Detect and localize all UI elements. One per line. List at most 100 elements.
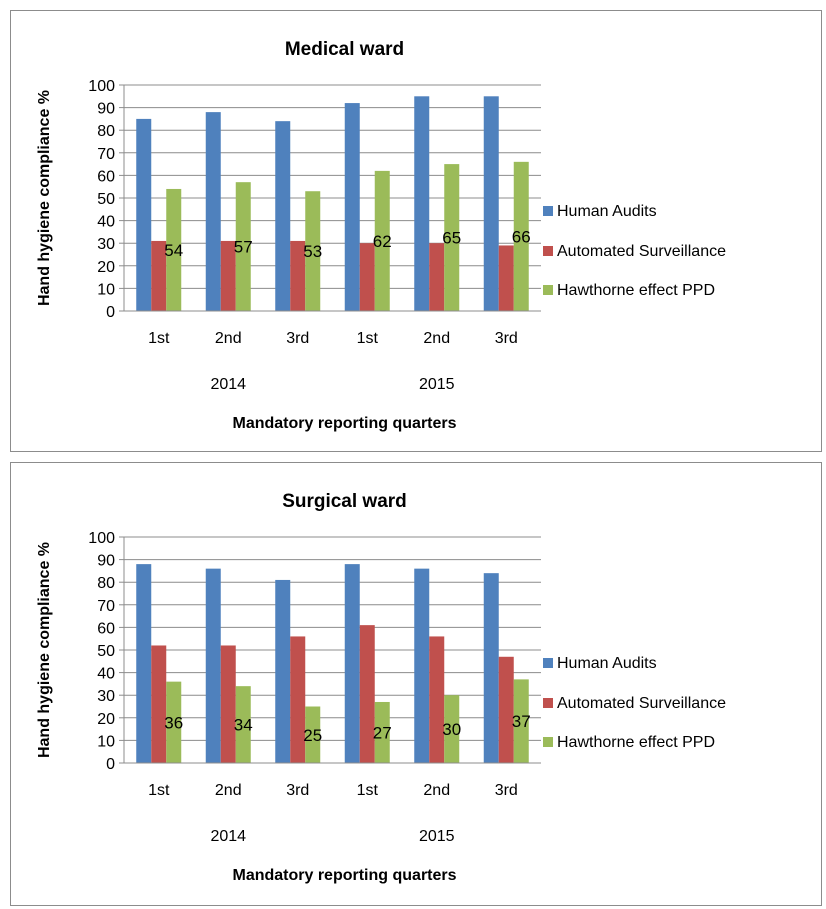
data-label: 37 <box>512 712 531 731</box>
bar-hawthorne-effect-ppd <box>166 188 182 311</box>
data-label: 53 <box>303 242 322 261</box>
chart-title: Surgical ward <box>282 491 407 512</box>
bar-human-audits <box>414 96 430 311</box>
bar-human-audits <box>205 112 221 312</box>
x-category-label: 2nd <box>215 330 242 347</box>
bar-automated-surveillance <box>429 243 445 311</box>
bar-automated-surveillance <box>498 656 514 763</box>
legend-label: Hawthorne effect PPD <box>557 282 715 299</box>
bar-human-audits <box>483 96 499 311</box>
data-label: 36 <box>164 713 183 732</box>
bar-human-audits <box>136 564 152 763</box>
data-label: 34 <box>234 716 253 735</box>
data-label: 66 <box>512 227 531 246</box>
bar-hawthorne-effect-ppd <box>444 695 460 763</box>
y-tick-label: 100 <box>88 78 115 95</box>
bar-human-audits <box>205 568 221 763</box>
bar-human-audits <box>414 568 430 763</box>
bar-hawthorne-effect-ppd <box>235 686 251 763</box>
bar-automated-surveillance <box>429 636 445 763</box>
y-tick-label: 60 <box>97 168 115 185</box>
bar-hawthorne-effect-ppd <box>305 706 321 763</box>
y-tick-label: 80 <box>97 575 115 592</box>
y-tick-label: 20 <box>97 711 115 728</box>
x-category-label: 2nd <box>423 330 450 347</box>
y-axis-title: Hand hygiene compliance % <box>36 542 53 758</box>
bar-human-audits <box>344 103 360 311</box>
x-axis-title: Mandatory reporting quarters <box>232 415 456 432</box>
y-tick-label: 90 <box>97 553 115 570</box>
data-label: 25 <box>303 726 322 745</box>
bar-hawthorne-effect-ppd <box>513 679 529 763</box>
bar-automated-surveillance <box>359 243 375 311</box>
bar-hawthorne-effect-ppd <box>513 161 529 311</box>
surgical-ward-chart: Surgical ward 0 10 20 30 40 50 60 70 80 90 100 36 34 2… <box>36 491 726 884</box>
x-category-label: 1st <box>357 330 379 347</box>
y-tick-label: 50 <box>97 643 115 660</box>
data-label: 57 <box>234 238 253 257</box>
y-tick-label: 100 <box>88 530 115 547</box>
bar-hawthorne-effect-ppd <box>166 681 182 763</box>
legend-swatch <box>543 285 553 295</box>
bar-automated-surveillance <box>498 245 514 311</box>
y-tick-label: 10 <box>97 733 115 750</box>
bar-hawthorne-effect-ppd <box>305 191 321 311</box>
y-tick-label: 70 <box>97 146 115 163</box>
legend-label: Automated Surveillance <box>557 695 726 712</box>
legend-swatch <box>543 737 553 747</box>
legend-label: Hawthorne effect PPD <box>557 734 715 751</box>
medical-ward-chart: Medical ward 0 10 20 30 40 50 60 70 80 90 100 54 57 53… <box>36 39 726 432</box>
x-group-label: 2015 <box>419 376 455 393</box>
bar-automated-surveillance <box>151 240 167 311</box>
y-tick-label: 40 <box>97 214 115 231</box>
bar-automated-surveillance <box>220 645 236 763</box>
y-tick-label: 90 <box>97 101 115 118</box>
x-category-label: 1st <box>357 782 379 799</box>
bar-hawthorne-effect-ppd <box>444 164 460 311</box>
data-label: 30 <box>442 720 461 739</box>
y-tick-label: 0 <box>106 304 115 321</box>
legend-label: Human Audits <box>557 203 657 220</box>
legend-swatch <box>543 658 553 668</box>
bar-automated-surveillance <box>290 636 306 763</box>
y-tick-label: 20 <box>97 259 115 276</box>
x-category-label: 1st <box>148 330 170 347</box>
bar-automated-surveillance <box>151 645 167 763</box>
x-category-label: 1st <box>148 782 170 799</box>
data-label: 54 <box>164 241 183 260</box>
surgical-ward-chart-panel: Surgical ward 0 10 20 30 40 50 60 70 80 90 100 36 34 2… <box>10 462 822 906</box>
legend-swatch <box>543 698 553 708</box>
bar-human-audits <box>344 564 360 763</box>
y-tick-label: 30 <box>97 236 115 253</box>
legend-label: Human Audits <box>557 655 657 672</box>
bar-human-audits <box>483 573 499 763</box>
legend-swatch <box>543 246 553 256</box>
bar-automated-surveillance <box>290 240 306 311</box>
chart-title: Medical ward <box>285 39 404 60</box>
bar-human-audits <box>275 121 291 311</box>
medical-ward-chart-panel: Medical ward 0 10 20 30 40 50 60 70 80 90 100 54 57 53… <box>10 10 822 452</box>
x-category-label: 2nd <box>215 782 242 799</box>
y-tick-label: 80 <box>97 123 115 140</box>
legend-swatch <box>543 206 553 216</box>
bar-hawthorne-effect-ppd <box>374 701 390 763</box>
bar-hawthorne-effect-ppd <box>235 182 251 311</box>
bar-automated-surveillance <box>220 240 236 311</box>
bar-automated-surveillance <box>359 625 375 763</box>
bar-human-audits <box>136 118 152 312</box>
x-axis-title: Mandatory reporting quarters <box>232 867 456 884</box>
y-tick-label: 0 <box>106 756 115 773</box>
legend-label: Automated Surveillance <box>557 243 726 260</box>
y-tick-label: 50 <box>97 191 115 208</box>
x-group-label: 2014 <box>210 828 246 845</box>
y-tick-label: 30 <box>97 688 115 705</box>
bar-hawthorne-effect-ppd <box>374 170 390 311</box>
y-tick-label: 60 <box>97 620 115 637</box>
x-category-label: 2nd <box>423 782 450 799</box>
y-tick-label: 70 <box>97 598 115 615</box>
x-group-label: 2014 <box>210 376 246 393</box>
y-axis-title: Hand hygiene compliance % <box>36 90 53 306</box>
x-category-label: 3rd <box>495 330 518 347</box>
data-label: 65 <box>442 229 461 248</box>
data-label: 62 <box>373 232 392 251</box>
